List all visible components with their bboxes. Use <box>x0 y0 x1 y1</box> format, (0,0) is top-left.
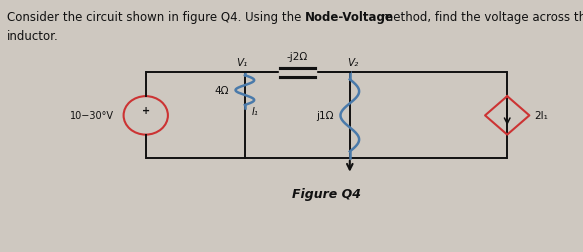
Text: inductor.: inductor. <box>7 30 59 43</box>
Text: Consider the circuit shown in figure Q4. Using the: Consider the circuit shown in figure Q4.… <box>7 11 305 24</box>
Text: Node-Voltage: Node-Voltage <box>305 11 394 24</box>
Text: 2I₁: 2I₁ <box>534 111 548 121</box>
Text: V₂: V₂ <box>347 58 359 68</box>
Text: V₁: V₁ <box>236 58 248 68</box>
Text: -j2Ω: -j2Ω <box>287 52 308 62</box>
Text: j1Ω: j1Ω <box>316 111 333 121</box>
Text: I₁: I₁ <box>252 107 259 117</box>
Text: method, find the voltage across the: method, find the voltage across the <box>378 11 583 24</box>
Text: 4Ω: 4Ω <box>214 86 229 96</box>
Text: Figure Q4: Figure Q4 <box>292 187 361 201</box>
Text: +: + <box>142 106 150 116</box>
Text: 10−30°V: 10−30°V <box>70 111 114 121</box>
